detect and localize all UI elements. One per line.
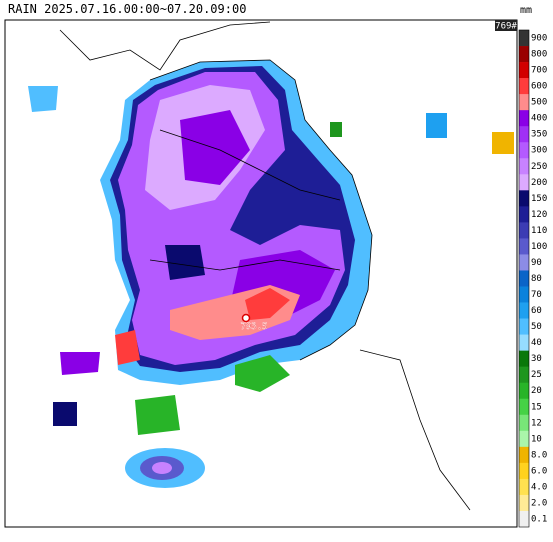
rain-field (28, 60, 514, 488)
legend-label: 110 (531, 226, 547, 236)
legend-swatch (519, 46, 529, 63)
legend-swatch (519, 94, 529, 111)
legend-swatch (519, 158, 529, 175)
legend-label: 800 (531, 50, 547, 60)
legend-label: 250 (531, 162, 547, 172)
max-marker (241, 313, 251, 323)
legend-swatch (519, 206, 529, 223)
legend-swatch (519, 142, 529, 159)
legend-swatch (519, 30, 529, 47)
legend-swatch (519, 462, 529, 480)
legend-swatch (519, 110, 529, 127)
legend-label: 50 (531, 322, 542, 332)
legend-swatch (519, 334, 529, 351)
legend-swatch (519, 190, 529, 207)
legend-label: 60 (531, 306, 542, 316)
legend-label: 90 (531, 258, 542, 268)
legend-swatch (519, 398, 529, 416)
legend-swatch (519, 174, 529, 191)
legend-label: 600 (531, 82, 547, 92)
legend-label: 6.0 (531, 466, 547, 476)
legend-swatch (519, 270, 529, 287)
legend-label: 200 (531, 178, 547, 188)
legend-label: 15 (531, 402, 542, 412)
legend-swatch (519, 318, 529, 335)
legend-label: 350 (531, 130, 547, 140)
legend-swatch (519, 126, 529, 143)
legend-swatch (519, 414, 529, 432)
legend-label: 150 (531, 194, 547, 204)
max-label: 793.5 (240, 322, 267, 332)
legend-label: 20 (531, 386, 542, 396)
legend-swatch (519, 446, 529, 464)
badge: 769# (495, 22, 517, 32)
legend-swatch (519, 510, 529, 528)
legend-label: 100 (531, 242, 547, 252)
legend-swatch (519, 350, 529, 367)
legend-label: 12 (531, 418, 542, 428)
legend-label: 30 (531, 354, 542, 364)
legend-label: 2.0 (531, 498, 547, 508)
legend-frame (518, 29, 530, 528)
legend-swatch (519, 494, 529, 512)
legend-label: 8.0 (531, 450, 547, 460)
legend-swatch (519, 478, 529, 496)
legend-label: 400 (531, 114, 547, 124)
color-legend: 900 800 700 600 500 400 350 300 250 200 150 120 110 1… (518, 29, 547, 528)
legend-label: 120 (531, 210, 547, 220)
legend-label: 25 (531, 370, 542, 380)
legend-swatch (519, 254, 529, 271)
legend-label: 700 (531, 66, 547, 76)
legend-swatch (519, 222, 529, 239)
legend-swatch (519, 302, 529, 319)
unit: mm (520, 5, 532, 16)
legend-label: 10 (531, 434, 542, 444)
legend-label: 500 (531, 98, 547, 108)
legend-label: 80 (531, 274, 542, 284)
legend-swatch (519, 430, 529, 448)
legend-swatch (519, 366, 529, 384)
legend-label: 4.0 (531, 482, 547, 492)
legend-swatch (519, 238, 529, 255)
coastlines (59, 21, 471, 511)
legend-swatch (519, 382, 529, 400)
badge-bg (495, 20, 517, 31)
legend-label: 40 (531, 338, 542, 348)
legend-label: 900 (531, 34, 547, 44)
legend-label: 300 (531, 146, 547, 156)
legend-swatch (519, 62, 529, 79)
legend-swatch (519, 78, 529, 95)
title: RAIN 2025.07.16.00:00~07.20.09:00 (8, 2, 246, 16)
legend-label: 0.1 (531, 514, 547, 524)
legend-label: 70 (531, 290, 542, 300)
legend-swatch (519, 286, 529, 303)
